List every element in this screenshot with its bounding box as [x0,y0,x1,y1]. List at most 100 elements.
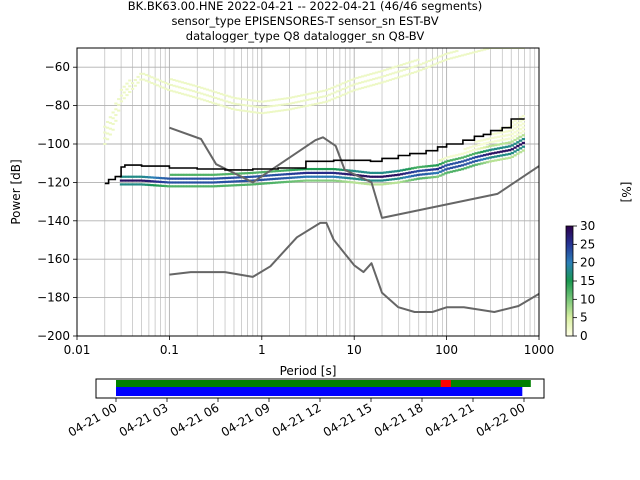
density-cell [499,150,503,153]
density-cell [205,173,209,176]
density-cell [427,168,431,172]
density-cell [297,179,301,183]
density-cell [125,183,129,186]
density-cell [239,97,243,100]
density-cell [344,172,348,176]
density-cell [144,175,148,179]
density-cell [355,177,359,181]
density-cell [466,154,470,157]
density-cell [200,177,204,180]
density-cell [521,145,525,148]
density-cell [180,92,185,95]
density-cell [416,58,420,61]
density-cell [153,83,157,86]
density-cell [421,177,426,180]
density-cell [358,170,362,173]
density-cell [410,178,415,181]
density-cell [313,171,318,174]
density-cell [477,151,481,154]
density-cell [419,177,423,180]
density-cell [463,53,467,56]
density-cell [482,138,487,141]
density-cell [502,146,506,149]
density-cell [311,179,315,182]
y-tick-label: −80 [45,99,70,113]
density-cell [413,166,417,169]
density-cell [247,175,251,179]
density-cell [327,88,331,91]
density-cell [402,74,406,77]
density-cell [341,172,345,175]
density-cell [227,184,232,187]
density-cell [280,103,284,106]
density-cell [203,93,207,96]
density-cell [366,183,370,186]
density-cell [372,183,376,186]
density-cell [485,161,489,164]
density-cell [421,165,426,168]
density-cell [305,99,309,102]
density-cell [191,95,196,98]
availability-tick-label: 04-22 00 [474,400,528,439]
density-cell [313,103,318,106]
density-cell [374,171,379,174]
density-cell [227,176,232,179]
density-cell [338,172,343,175]
density-cell [103,125,107,128]
density-cell [474,159,478,163]
density-cell [513,135,517,138]
density-cell [513,146,517,149]
density-cell [416,166,420,169]
density-cell [322,101,326,104]
density-cell [194,90,198,93]
colorbar-tick-label: 30 [580,219,595,233]
density-cell [269,178,273,181]
density-cell [222,177,226,180]
density-cell [205,100,209,103]
density-cell [435,62,440,65]
density-cell [297,172,301,175]
density-cell [513,138,517,142]
density-cell [122,175,126,178]
density-cell [214,102,218,105]
density-cell [480,162,484,165]
density-cell [175,79,179,82]
density-cell [333,175,337,178]
density-cell [441,54,445,57]
density-cell [319,101,323,104]
density-cell [507,141,512,144]
density-cell [200,98,204,101]
density-cell [200,181,204,184]
density-cell [158,176,162,180]
y-tick-label: −160 [37,252,70,266]
density-cell [338,168,343,171]
density-cell [499,142,503,146]
density-cell [247,104,251,107]
density-cell [133,175,137,178]
density-cell [397,76,401,79]
density-cell [311,175,315,178]
density-cell [172,185,176,188]
density-cell [505,157,509,160]
density-cell [521,141,525,145]
density-cell [347,85,351,88]
density-cell [311,103,315,106]
density-cell [183,87,187,90]
density-cell [230,172,234,176]
density-cell [225,176,229,180]
density-cell [513,127,517,130]
density-cell [261,178,265,181]
density-cell [374,83,379,86]
density-cell [294,95,298,98]
density-cell [178,181,182,184]
density-cell [183,93,187,96]
density-cell [480,154,484,157]
density-cell [485,157,489,160]
density-cell [455,165,459,168]
density-cell [372,83,376,86]
density-cell [269,105,273,108]
density-cell [250,110,254,113]
density-cell [205,185,209,188]
density-cell [291,101,295,104]
density-cell [324,179,329,182]
